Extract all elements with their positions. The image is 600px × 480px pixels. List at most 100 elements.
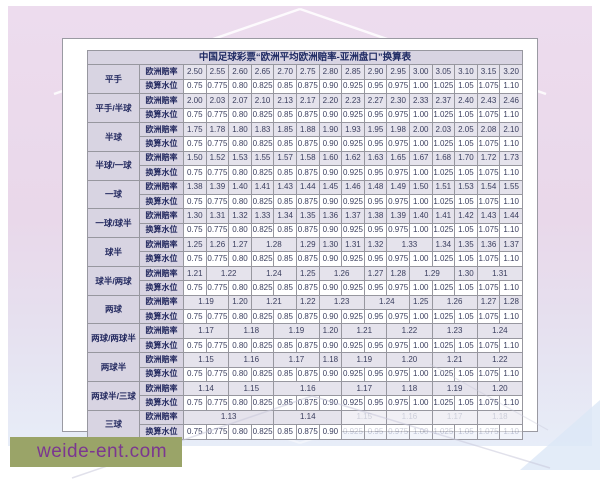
odds-cell: 1.88 — [295, 121, 320, 138]
water-cell: 0.975 — [386, 107, 410, 123]
odds-cell: 1.22 — [476, 352, 524, 368]
odds-cell: 1.73 — [499, 150, 523, 167]
odds-cell: 1.20 — [228, 294, 252, 311]
odds-cell: 1.21 — [183, 265, 207, 282]
water-cell: 1.10 — [499, 165, 523, 181]
odds-cell: 1.39 — [386, 208, 410, 224]
water-cell: 1.025 — [431, 222, 456, 239]
water-row-header: 换算水位 — [139, 309, 184, 325]
water-row-header: 换算水位 — [139, 395, 184, 411]
odds-cell: 1.33 — [250, 208, 275, 224]
odds-cell: 1.18 — [476, 409, 524, 426]
water-cell: 1.025 — [431, 395, 456, 411]
odds-cell: 1.20 — [476, 380, 524, 397]
odds-cell: 2.55 — [205, 64, 230, 80]
water-cell: 0.925 — [341, 280, 365, 296]
water-cell: 0.80 — [228, 136, 252, 152]
water-cell: 1.05 — [454, 193, 478, 210]
odds-cell: 1.31 — [205, 208, 230, 224]
odds-cell: 1.23 — [431, 323, 478, 339]
odds-cell: 3.05 — [431, 64, 456, 80]
odds-cell: 2.03 — [205, 93, 230, 109]
water-cell: 0.80 — [228, 107, 252, 123]
water-row-header: 换算水位 — [139, 165, 184, 181]
odds-cell: 1.95 — [363, 121, 388, 138]
odds-cell: 1.24 — [363, 294, 410, 311]
odds-row: 两球/两球半 欧洲赔率 1.17 1.18 1.19 1.20 1.21 1.22 1.23 1.… — [87, 323, 524, 354]
odds-cell: 1.28 — [386, 265, 410, 282]
odds-cell: 2.10 — [250, 93, 275, 109]
water-cell: 0.90 — [318, 424, 343, 440]
water-cell: 1.00 — [408, 251, 433, 267]
odds-cell: 1.65 — [386, 150, 410, 167]
water-cell: 0.975 — [386, 222, 410, 239]
odds-cell: 1.30 — [183, 208, 207, 224]
water-cell: 0.75 — [183, 337, 207, 354]
odds-cell: 1.42 — [454, 208, 478, 224]
water-cell: 0.85 — [273, 395, 297, 411]
odds-cell: 2.37 — [431, 93, 456, 109]
water-cell: 0.825 — [250, 395, 275, 411]
water-cell: 0.75 — [183, 107, 207, 123]
odds-cell: 2.85 — [341, 64, 365, 80]
water-cell: 0.775 — [205, 280, 230, 296]
water-cell: 0.85 — [273, 193, 297, 210]
water-cell: 0.875 — [295, 107, 320, 123]
odds-cell: 1.23 — [318, 294, 365, 311]
water-cell: 0.90 — [318, 193, 343, 210]
water-cell: 1.075 — [476, 424, 501, 440]
odds-cell: 1.75 — [183, 121, 207, 138]
water-cell: 0.95 — [363, 395, 388, 411]
water-cell: 0.90 — [318, 309, 343, 325]
conversion-table: 中国足球彩票“欧洲平均欧洲赔率-亚洲盘口”换算表 平手 欧洲赔率 2.50 2.55 2… — [87, 49, 524, 440]
water-cell: 1.025 — [431, 107, 456, 123]
water-cell: 0.775 — [205, 337, 230, 354]
water-row: 换算水位 0.75 0.775 0.80 0.825 0.85 0.875 0.90 0.925… — [88, 251, 523, 267]
water-cell: 0.85 — [273, 107, 297, 123]
water-cell: 0.875 — [295, 78, 320, 95]
water-cell: 0.95 — [363, 193, 388, 210]
water-cell: 0.825 — [250, 337, 275, 354]
water-cell: 0.75 — [183, 193, 207, 210]
odds-row-header: 欧洲赔率 — [139, 380, 184, 397]
odds-cell: 1.48 — [363, 179, 388, 195]
handicap-label: 三球 — [87, 409, 140, 440]
odds-cell: 1.51 — [431, 179, 456, 195]
water-cell: 0.90 — [318, 165, 343, 181]
water-cell: 0.875 — [295, 193, 320, 210]
odds-cell: 1.31 — [476, 265, 524, 282]
water-cell: 0.95 — [363, 337, 388, 354]
water-cell: 0.75 — [183, 222, 207, 239]
odds-cell: 1.19 — [273, 323, 320, 339]
water-cell: 1.075 — [476, 165, 501, 181]
water-cell: 1.025 — [431, 424, 456, 440]
water-cell: 1.025 — [431, 165, 456, 181]
odds-cell: 1.17 — [273, 352, 320, 368]
odds-row-header: 欧洲赔率 — [139, 179, 184, 195]
handicap-label: 两球 — [87, 294, 140, 325]
odds-cell: 1.17 — [182, 323, 230, 339]
odds-cell: 1.35 — [454, 237, 478, 253]
odds-cell: 2.30 — [386, 93, 410, 109]
odds-cell: 1.16 — [273, 380, 343, 397]
water-cell: 1.00 — [408, 78, 433, 95]
water-cell: 0.825 — [250, 424, 275, 440]
odds-cell: 1.44 — [295, 179, 320, 195]
water-cell: 0.90 — [318, 136, 343, 152]
odds-cell: 1.54 — [476, 179, 501, 195]
water-cell: 0.925 — [341, 309, 365, 325]
handicap-label: 一球 — [87, 179, 140, 210]
water-cell: 1.10 — [499, 251, 523, 267]
odds-cell: 1.19 — [341, 352, 388, 368]
water-cell: 1.00 — [408, 424, 433, 440]
water-cell: 0.90 — [318, 395, 343, 411]
odds-cell: 3.00 — [408, 64, 433, 80]
odds-cell: 1.28 — [250, 237, 297, 253]
water-row: 换算水位 0.75 0.775 0.80 0.825 0.85 0.875 0.90 0.925… — [88, 366, 523, 382]
odds-row-header: 欧洲赔率 — [139, 323, 184, 339]
odds-row-header: 欧洲赔率 — [139, 121, 184, 138]
odds-cell: 1.22 — [386, 323, 433, 339]
odds-cell: 1.41 — [250, 179, 275, 195]
water-cell: 0.875 — [295, 136, 320, 152]
odds-cell: 2.60 — [228, 64, 252, 80]
